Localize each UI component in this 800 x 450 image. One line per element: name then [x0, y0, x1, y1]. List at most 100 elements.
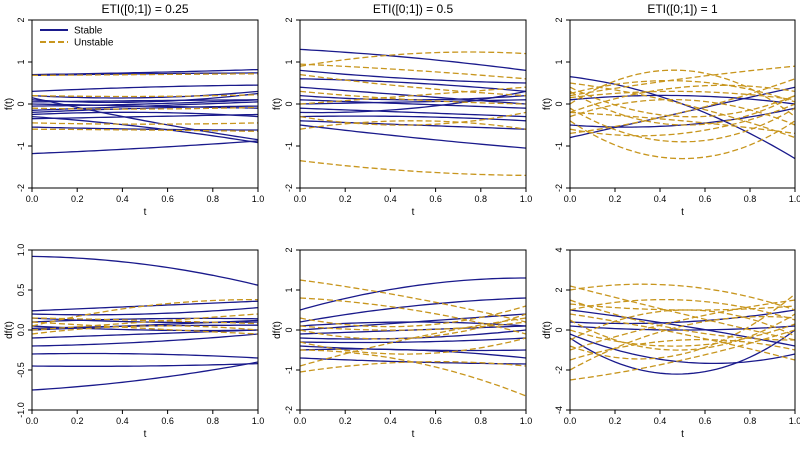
series-line-unstable-15: [570, 285, 795, 341]
series-lines: [570, 65, 795, 160]
series-line-unstable-12: [570, 107, 795, 143]
x-tick-label: 0.2: [339, 194, 352, 204]
series-line-unstable-14: [570, 323, 795, 347]
y-tick-label: 0: [284, 327, 294, 332]
series-line-stable-10: [32, 105, 258, 114]
series-line-unstable-18: [570, 111, 795, 135]
x-tick-label: 0.8: [475, 194, 488, 204]
y-axis-title: f(t): [542, 98, 553, 110]
series-line-unstable-19: [300, 160, 526, 177]
series-line-stable-1: [32, 68, 258, 76]
legend-label-stable: Stable: [74, 26, 103, 37]
y-tick-label: -2: [284, 406, 294, 414]
series-line-stable-13: [32, 126, 258, 131]
chart-panel-3: 0.0 0.2 0.4 0.6 0.8 1.0 -2 -1 0 1 2 t f(t) ETI([0;1])…: [542, 2, 800, 218]
y-tick-label: 4: [554, 247, 564, 252]
y-tick-label: 0: [16, 101, 26, 106]
x-tick-label: 0.2: [609, 416, 622, 426]
x-tick-label: 0.4: [384, 416, 397, 426]
series-line-stable-7: [32, 319, 258, 331]
y-tick-label: -1: [16, 142, 26, 150]
series-line-stable-1: [300, 277, 526, 311]
y-tick-label: -1.0: [16, 402, 26, 418]
y-tick-label: -0.5: [16, 362, 26, 378]
series-line-unstable-17: [32, 325, 258, 335]
x-tick-label: 0.6: [161, 416, 174, 426]
series-line-stable-12: [300, 107, 526, 118]
x-tick-label: 0.4: [384, 194, 397, 204]
series-line-stable-2: [570, 329, 795, 375]
series-line-unstable-18: [300, 349, 526, 397]
series-line-stable-5: [570, 333, 795, 365]
chart-panel-4: 0.0 0.2 0.4 0.6 0.8 1.0 -1.0 -0.5 0.0 0.5 1.0 t df(t…: [4, 244, 264, 440]
series-line-stable-10: [32, 352, 258, 359]
y-tick-label: -4: [554, 406, 564, 414]
y-tick-label: 0: [284, 101, 294, 106]
series-line-unstable-17: [300, 111, 526, 126]
chart-panel-1: 0.0 0.2 0.4 0.6 0.8 1.0 -2 -1 0 1 2 t f(t) ETI([0;1])…: [4, 2, 264, 218]
series-line-stable-16: [32, 140, 258, 155]
x-tick-label: 0.2: [609, 194, 622, 204]
series-line-unstable-18: [32, 94, 258, 98]
series-line-unstable-14: [570, 98, 795, 126]
y-tick-label: 1: [284, 287, 294, 292]
y-tick-label: 1: [284, 59, 294, 64]
x-tick-label: 0.4: [116, 194, 129, 204]
series-line-unstable-9: [570, 329, 795, 381]
y-tick-label: 2: [554, 17, 564, 22]
panel-title: ETI([0;1]) = 0.25: [101, 2, 188, 16]
chart-panel-6: 0.0 0.2 0.4 0.6 0.8 1.0 -4 -2 0 2 4 t df(t): [542, 247, 800, 440]
y-tick-label: 1: [16, 59, 26, 64]
chart-panel-5: 0.0 0.2 0.4 0.6 0.8 1.0 -2 -1 0 1 2 t df(t): [272, 247, 532, 440]
x-tick-label: 0.0: [294, 194, 307, 204]
x-tick-label: 0.8: [475, 416, 488, 426]
series-lines: [300, 277, 526, 397]
y-tick-label: 1: [554, 59, 564, 64]
series-line-unstable-12: [300, 297, 526, 335]
series-line-unstable-18: [570, 293, 795, 360]
x-tick-label: 0.4: [654, 416, 667, 426]
series-line-unstable-17: [32, 73, 258, 77]
series-line-stable-4: [32, 90, 258, 99]
series-line-unstable-9: [570, 69, 795, 118]
series-line-unstable-12: [570, 298, 795, 321]
series-line-unstable-18: [300, 120, 526, 130]
series-line-stable-4: [570, 325, 795, 331]
series-line-unstable-7: [570, 90, 795, 126]
x-tick-label: 1.0: [520, 194, 533, 204]
series-line-stable-15: [32, 115, 258, 144]
series-line-unstable-15: [570, 86, 795, 118]
legend-label-unstable: Unstable: [74, 38, 114, 49]
series-line-stable-10: [300, 124, 526, 149]
y-axis-title: f(t): [272, 98, 283, 110]
series-line-stable-3: [32, 306, 258, 316]
series-line-unstable-15: [32, 313, 258, 331]
series-line-stable-3: [32, 84, 258, 93]
x-tick-label: 0.0: [26, 194, 39, 204]
y-tick-label: -2: [554, 184, 564, 192]
series-line-stable-2: [32, 300, 258, 312]
y-tick-label: -1: [554, 142, 564, 150]
y-axis-title: f(t): [4, 98, 15, 110]
x-axis-title: t: [144, 207, 147, 218]
y-axis-title: df(t): [272, 321, 283, 339]
x-tick-label: 0.6: [699, 416, 712, 426]
series-line-unstable-10: [570, 313, 795, 351]
x-axis-title: t: [144, 429, 147, 440]
y-tick-label: 2: [16, 17, 26, 22]
y-tick-label: 0.5: [16, 284, 26, 297]
y-axis-title: df(t): [542, 321, 553, 339]
x-tick-label: 0.4: [654, 194, 667, 204]
x-tick-label: 0.4: [116, 416, 129, 426]
series-line-unstable-19: [570, 303, 795, 311]
y-tick-label: -1: [284, 142, 294, 150]
x-axis-title: t: [412, 207, 415, 218]
x-tick-label: 1.0: [789, 194, 800, 204]
series-line-unstable-13: [300, 305, 526, 328]
x-tick-label: 1.0: [252, 416, 265, 426]
series-line-unstable-14: [300, 313, 526, 340]
series-line-stable-9: [32, 333, 258, 347]
series-line-stable-11: [32, 362, 258, 367]
series-line-unstable-16: [300, 317, 526, 367]
chart-panel-2: 0.0 0.2 0.4 0.6 0.8 1.0 -2 -1 0 1 2 t f(t) ETI([0;1])…: [272, 2, 532, 218]
